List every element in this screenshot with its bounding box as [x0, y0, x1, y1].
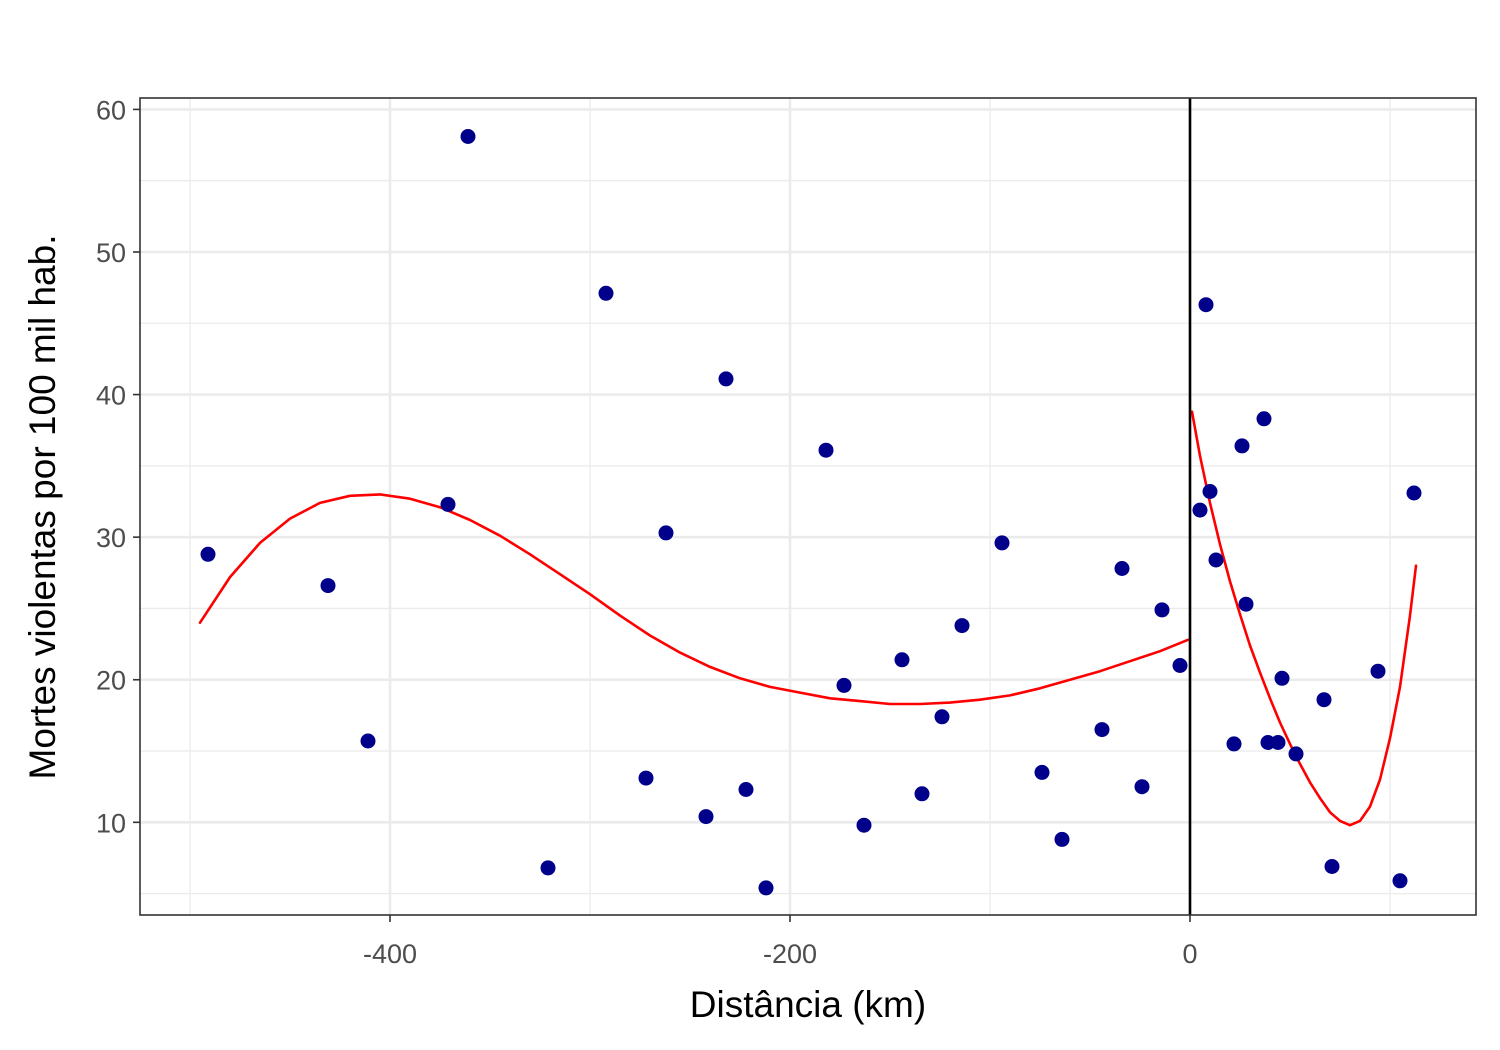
data-point: [994, 535, 1010, 551]
y-tick-label: 30: [96, 523, 126, 553]
x-tick-label: -400: [363, 939, 417, 969]
y-tick-label: 60: [96, 95, 126, 125]
y-axis-title: Mortes violentas por 100 mil hab.: [22, 235, 63, 780]
data-point: [1234, 438, 1250, 454]
data-point: [1370, 663, 1386, 679]
data-point: [1270, 735, 1286, 750]
data-point: [1202, 484, 1218, 499]
data-point: [914, 786, 930, 802]
data-point: [818, 442, 834, 458]
data-point: [718, 371, 734, 387]
data-point: [1238, 596, 1254, 612]
data-point: [200, 546, 216, 562]
y-tick-label: 50: [96, 238, 126, 268]
fit-lines: [198, 410, 1418, 827]
fit-line-left: [198, 493, 1190, 706]
y-tick-label: 10: [96, 808, 126, 838]
y-axis: 10 20 30 40 50 60: [96, 95, 140, 838]
data-point: [856, 817, 872, 833]
y-tick-label: 40: [96, 381, 126, 411]
data-point: [738, 782, 754, 797]
data-point: [1154, 602, 1170, 618]
data-point: [320, 578, 336, 594]
data-point: [1114, 561, 1130, 576]
x-tick-label: 0: [1182, 939, 1197, 969]
y-tick-label: 20: [96, 666, 126, 696]
data-point: [934, 709, 950, 725]
data-point: [598, 285, 614, 301]
data-point: [1316, 692, 1332, 708]
data-point: [894, 652, 910, 668]
data-point: [1034, 764, 1050, 780]
data-point: [1392, 873, 1408, 889]
plot-background: [140, 98, 1476, 915]
data-point: [658, 525, 674, 541]
data-point: [1054, 831, 1070, 847]
data-point: [698, 809, 714, 825]
plot-border: [139, 97, 1477, 916]
fit-line-right: [1190, 410, 1418, 827]
data-point: [1208, 552, 1224, 568]
data-point: [1288, 746, 1304, 762]
data-point: [836, 677, 852, 693]
data-point: [1134, 779, 1150, 795]
data-point: [1192, 502, 1208, 518]
data-point: [1256, 411, 1272, 427]
data-point: [1226, 736, 1242, 752]
data-point: [1172, 658, 1188, 673]
data-point: [1198, 297, 1214, 313]
x-axis-title: Distância (km): [690, 984, 926, 1025]
data-point: [954, 618, 970, 634]
x-tick-label: -200: [763, 939, 817, 969]
x-axis: -400 -200 0: [363, 915, 1198, 969]
data-point: [460, 129, 476, 144]
minor-gridlines: [140, 98, 1476, 915]
data-point: [540, 860, 556, 876]
data-point: [440, 496, 456, 512]
data-point: [1094, 722, 1110, 738]
data-point: [1274, 670, 1290, 686]
data-point: [638, 770, 654, 786]
data-point: [1406, 485, 1422, 501]
data-point: [1324, 859, 1340, 874]
data-point: [360, 733, 376, 749]
data-points: [200, 129, 1422, 896]
data-point: [758, 880, 774, 896]
